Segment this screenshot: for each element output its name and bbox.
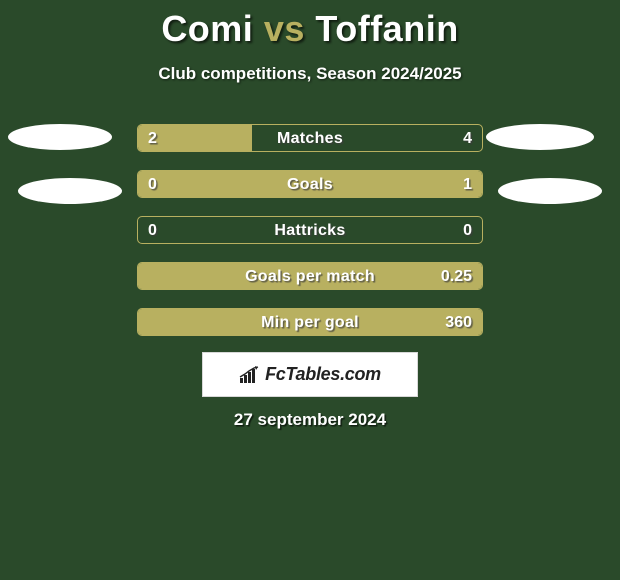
stat-value-right: 0 [463, 217, 472, 243]
logo-text: FcTables.com [265, 364, 381, 385]
date: 27 september 2024 [0, 410, 620, 430]
stat-row: Hattricks0 0 [137, 216, 483, 244]
stat-row: Goals0 1 [137, 170, 483, 198]
player-b-name: Toffanin [315, 8, 458, 49]
chart-icon [239, 366, 261, 384]
player-badge-placeholder [498, 178, 602, 204]
stat-label: Goals [138, 171, 482, 197]
stat-row: Min per goal360 [137, 308, 483, 336]
player-badge-placeholder [18, 178, 122, 204]
stat-value-right: 0.25 [441, 263, 472, 289]
stat-value-right: 1 [463, 171, 472, 197]
stat-value-right: 4 [463, 125, 472, 151]
stat-label: Goals per match [138, 263, 482, 289]
stat-value-left: 2 [148, 125, 157, 151]
stat-value-left: 0 [148, 171, 157, 197]
vs-text: vs [264, 8, 305, 49]
stat-row: Matches2 4 [137, 124, 483, 152]
logo-box: FcTables.com [202, 352, 418, 397]
stat-label: Hattricks [138, 217, 482, 243]
stat-row: Goals per match0.25 [137, 262, 483, 290]
page-title: Comi vs Toffanin [0, 0, 620, 50]
stat-value-left: 0 [148, 217, 157, 243]
logo: FcTables.com [239, 364, 381, 385]
subtitle: Club competitions, Season 2024/2025 [0, 64, 620, 84]
stat-rows: Matches24Goals01Hattricks00Goals per mat… [137, 124, 483, 354]
stat-value-right: 360 [445, 309, 472, 335]
player-badge-placeholder [8, 124, 112, 150]
player-badge-placeholder [486, 124, 594, 150]
stat-label: Matches [138, 125, 482, 151]
player-a-name: Comi [161, 8, 253, 49]
stat-label: Min per goal [138, 309, 482, 335]
